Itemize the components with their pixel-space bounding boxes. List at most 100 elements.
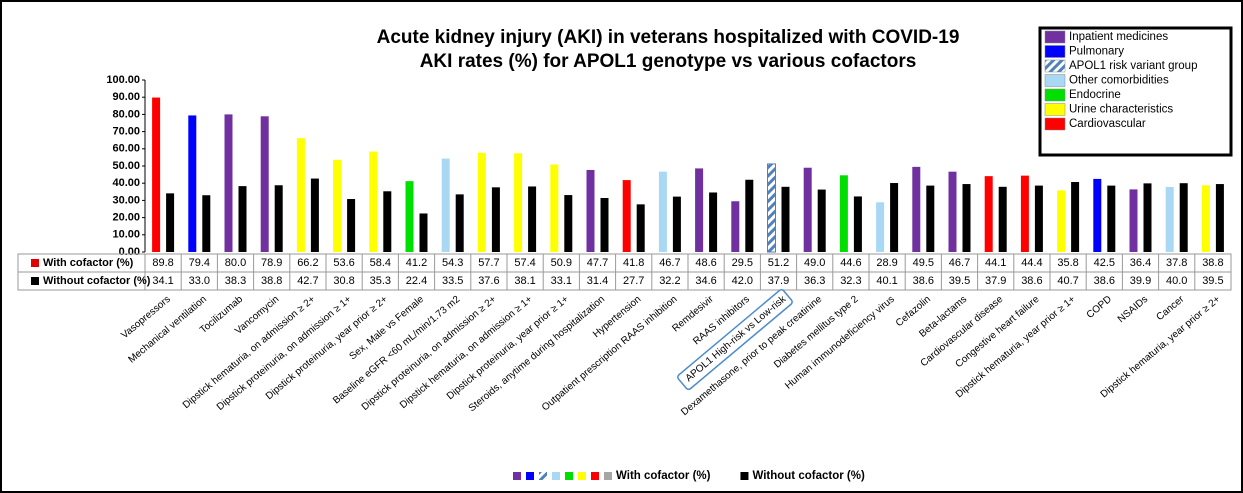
table-cell: 37.8 — [1166, 257, 1187, 269]
table-cell: 28.9 — [876, 257, 897, 269]
table-cell: 37.9 — [985, 275, 1006, 287]
bar — [383, 191, 392, 252]
bar — [405, 181, 414, 252]
table-cell: 40.7 — [1057, 275, 1078, 287]
y-tick-label: 40.00 — [112, 177, 140, 189]
table-cell: 46.7 — [659, 257, 680, 269]
bar — [152, 97, 161, 252]
legend-swatch — [591, 472, 599, 480]
bar — [455, 194, 464, 252]
table-cell: 33.1 — [551, 275, 572, 287]
highlight-box — [677, 289, 793, 391]
table-cell: 33.5 — [442, 275, 463, 287]
legend-swatch — [513, 472, 521, 480]
legend-label: Without cofactor (%) — [752, 470, 864, 482]
y-tick-label: 70.00 — [112, 126, 140, 138]
legend-label: Other comorbidities — [1069, 75, 1169, 87]
table-cell: 53.6 — [333, 257, 354, 269]
chart-subtitle: AKI rates (%) for APOL1 genotype vs vari… — [420, 51, 917, 72]
table-cell: 22.4 — [406, 275, 427, 287]
table-cell: 35.3 — [370, 275, 391, 287]
legend-swatch — [578, 472, 586, 480]
legend-swatch — [539, 472, 547, 480]
y-tick-label: 30.00 — [112, 194, 140, 206]
bar — [1129, 189, 1138, 252]
table-cell: 44.6 — [840, 257, 861, 269]
bar — [1165, 186, 1174, 252]
table-cell: 78.9 — [261, 257, 282, 269]
bar — [962, 184, 971, 252]
table-cell: 49.0 — [804, 257, 825, 269]
bar — [491, 187, 500, 252]
row-swatch — [31, 259, 39, 267]
bar — [586, 169, 595, 252]
table-cell: 46.7 — [949, 257, 970, 269]
bar — [310, 178, 319, 252]
bar — [912, 166, 921, 252]
bar — [224, 114, 233, 253]
bar — [1057, 190, 1066, 252]
bar — [636, 204, 645, 252]
legend-label: Inpatient medicines — [1069, 31, 1168, 43]
table-cell: 38.6 — [1021, 275, 1042, 287]
table-cell: 80.0 — [225, 257, 246, 269]
table-cell: 42.7 — [297, 275, 318, 287]
legend-swatch — [1044, 59, 1066, 73]
row-swatch — [31, 277, 39, 285]
table-cell: 36.3 — [804, 275, 825, 287]
table-cell: 38.6 — [913, 275, 934, 287]
bar — [166, 193, 175, 252]
bar — [767, 163, 776, 253]
bar — [202, 195, 211, 252]
table-cell: 32.2 — [659, 275, 680, 287]
bar — [600, 197, 609, 252]
y-tick-label: 80.00 — [112, 108, 140, 120]
bar — [528, 186, 537, 252]
table-cell: 39.5 — [949, 275, 970, 287]
bar — [477, 152, 486, 252]
bar — [1143, 183, 1152, 252]
table-cell: 29.5 — [732, 257, 753, 269]
bar — [1071, 181, 1080, 252]
legend-label: With cofactor (%) — [616, 470, 711, 482]
bar — [839, 175, 848, 252]
bar — [998, 186, 1007, 252]
bar — [876, 202, 885, 252]
y-tick-label: 10.00 — [112, 229, 140, 241]
bar — [369, 151, 378, 252]
table-cell: 42.5 — [1094, 257, 1115, 269]
table-cell: 58.4 — [370, 257, 391, 269]
table-cell: 35.8 — [1057, 257, 1078, 269]
table-cell: 37.9 — [768, 275, 789, 287]
table-cell: 66.2 — [297, 257, 318, 269]
table-cell: 27.7 — [623, 275, 644, 287]
table-cell: 44.1 — [985, 257, 1006, 269]
table-cell: 39.5 — [1202, 275, 1223, 287]
bar — [1020, 175, 1029, 252]
bar — [926, 185, 935, 252]
table-cell: 44.4 — [1021, 257, 1042, 269]
bar — [514, 153, 523, 252]
bar — [1179, 183, 1188, 252]
table-cell: 48.6 — [695, 257, 716, 269]
y-tick-label: 0.00 — [119, 246, 140, 258]
bar — [948, 171, 957, 252]
legend-label: APOL1 risk variant group — [1069, 60, 1197, 72]
bar — [1093, 178, 1102, 252]
table-cell: 39.9 — [1130, 275, 1151, 287]
bar — [853, 196, 862, 252]
table-cell: 40.0 — [1166, 275, 1187, 287]
table-cell: 57.4 — [514, 257, 535, 269]
table-cell: 31.4 — [587, 275, 608, 287]
y-tick-label: 60.00 — [112, 143, 140, 155]
bar — [188, 115, 197, 252]
bar — [347, 199, 356, 252]
table-cell: 89.8 — [152, 257, 173, 269]
bar — [550, 164, 559, 252]
table-cell: 79.4 — [189, 257, 210, 269]
table-cell: 36.4 — [1130, 257, 1151, 269]
bar — [419, 213, 428, 252]
bar — [1034, 185, 1043, 252]
table-cell: 38.6 — [1094, 275, 1115, 287]
